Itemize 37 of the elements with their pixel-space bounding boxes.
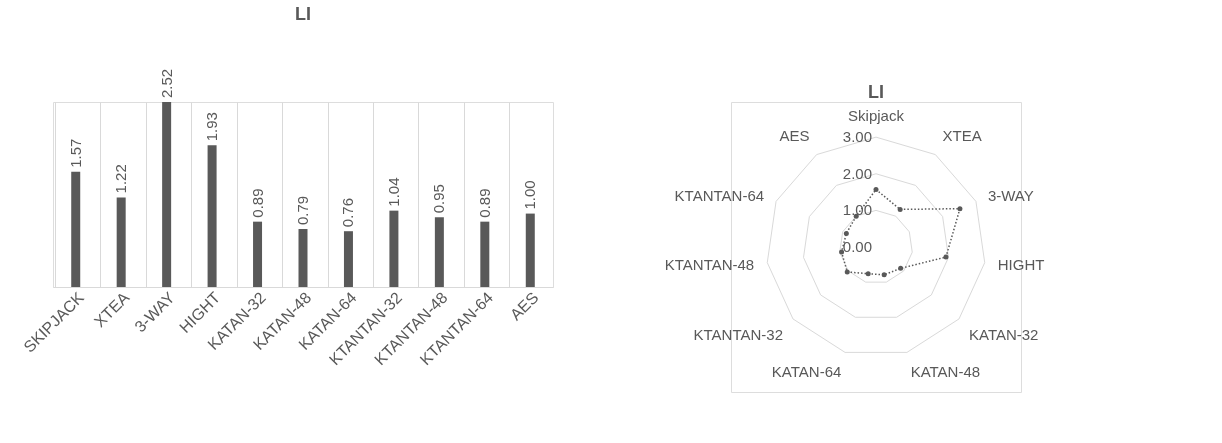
y-tick-label: 3.00 — [842, 128, 872, 146]
data-label: 0.89 — [248, 188, 266, 218]
spoke-label: KTANTAN-48 — [664, 255, 755, 273]
data-label: 1.00 — [521, 180, 539, 210]
spoke-label: AES — [779, 126, 810, 144]
y-tick-label: 1.00 — [842, 201, 872, 219]
bar — [116, 197, 126, 287]
spoke-label: 3-WAY — [987, 186, 1034, 204]
data-label: 1.22 — [112, 164, 130, 194]
data-label: 2.52 — [157, 68, 175, 98]
data-label: 0.89 — [475, 188, 493, 218]
bar — [207, 145, 217, 287]
bar — [71, 171, 81, 287]
spoke-label: XTEA — [942, 126, 982, 144]
spoke-label: KATAN-64 — [771, 363, 842, 381]
spoke-label: KATAN-48 — [910, 363, 981, 381]
chart-title: LI — [868, 82, 884, 102]
data-label: 1.04 — [384, 177, 402, 207]
bar — [525, 213, 535, 287]
bar — [162, 102, 172, 287]
data-label: 1.57 — [66, 138, 84, 168]
bar — [253, 221, 263, 287]
y-tick-label: 0.00 — [842, 238, 872, 255]
spoke-label: HIGHT — [997, 255, 1045, 273]
data-label: 1.93 — [203, 112, 221, 142]
bar — [434, 217, 444, 287]
bar — [343, 231, 353, 287]
bar — [389, 210, 399, 287]
data-label: 0.79 — [294, 195, 311, 225]
spoke-label: KTANTAN-64 — [674, 186, 765, 204]
chart-title: LI — [295, 3, 311, 24]
bar — [480, 221, 490, 287]
data-label: 0.76 — [339, 198, 357, 228]
y-tick-label: 2.00 — [842, 164, 872, 182]
bar — [298, 229, 308, 287]
data-label: 0.95 — [430, 184, 448, 214]
spoke-label: Skipjack — [848, 106, 905, 124]
